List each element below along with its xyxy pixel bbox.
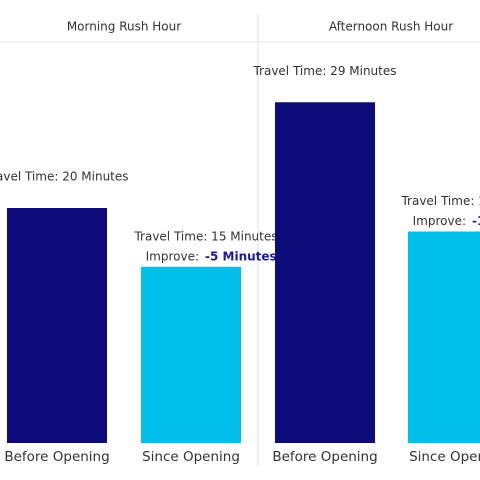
bar <box>275 102 375 443</box>
bar <box>408 231 480 443</box>
improve-label: Improve: <box>146 249 199 263</box>
bar <box>141 266 241 443</box>
value-label: Travel Time: 15 Minutes <box>133 229 277 243</box>
value-label: Travel Time: 29 Minutes <box>252 64 396 78</box>
value-label: Travel Time: 18 Minutes <box>400 194 480 208</box>
value-label: Travel Time: 20 Minutes <box>0 170 129 184</box>
improve-value: -11 Minutes <box>472 214 480 228</box>
improve-label: Improve: <box>413 214 466 228</box>
x-tick-label: Since Opening <box>409 449 480 465</box>
x-tick-label: Since Opening <box>142 449 240 465</box>
improve-value: -5 Minutes <box>205 249 277 263</box>
panel-title: Morning Rush Hour <box>67 20 181 34</box>
panel-title: Afternoon Rush Hour <box>329 20 453 34</box>
x-tick-label: Before Opening <box>4 449 109 465</box>
x-tick-label: Before Opening <box>272 449 377 465</box>
bar <box>7 208 107 443</box>
